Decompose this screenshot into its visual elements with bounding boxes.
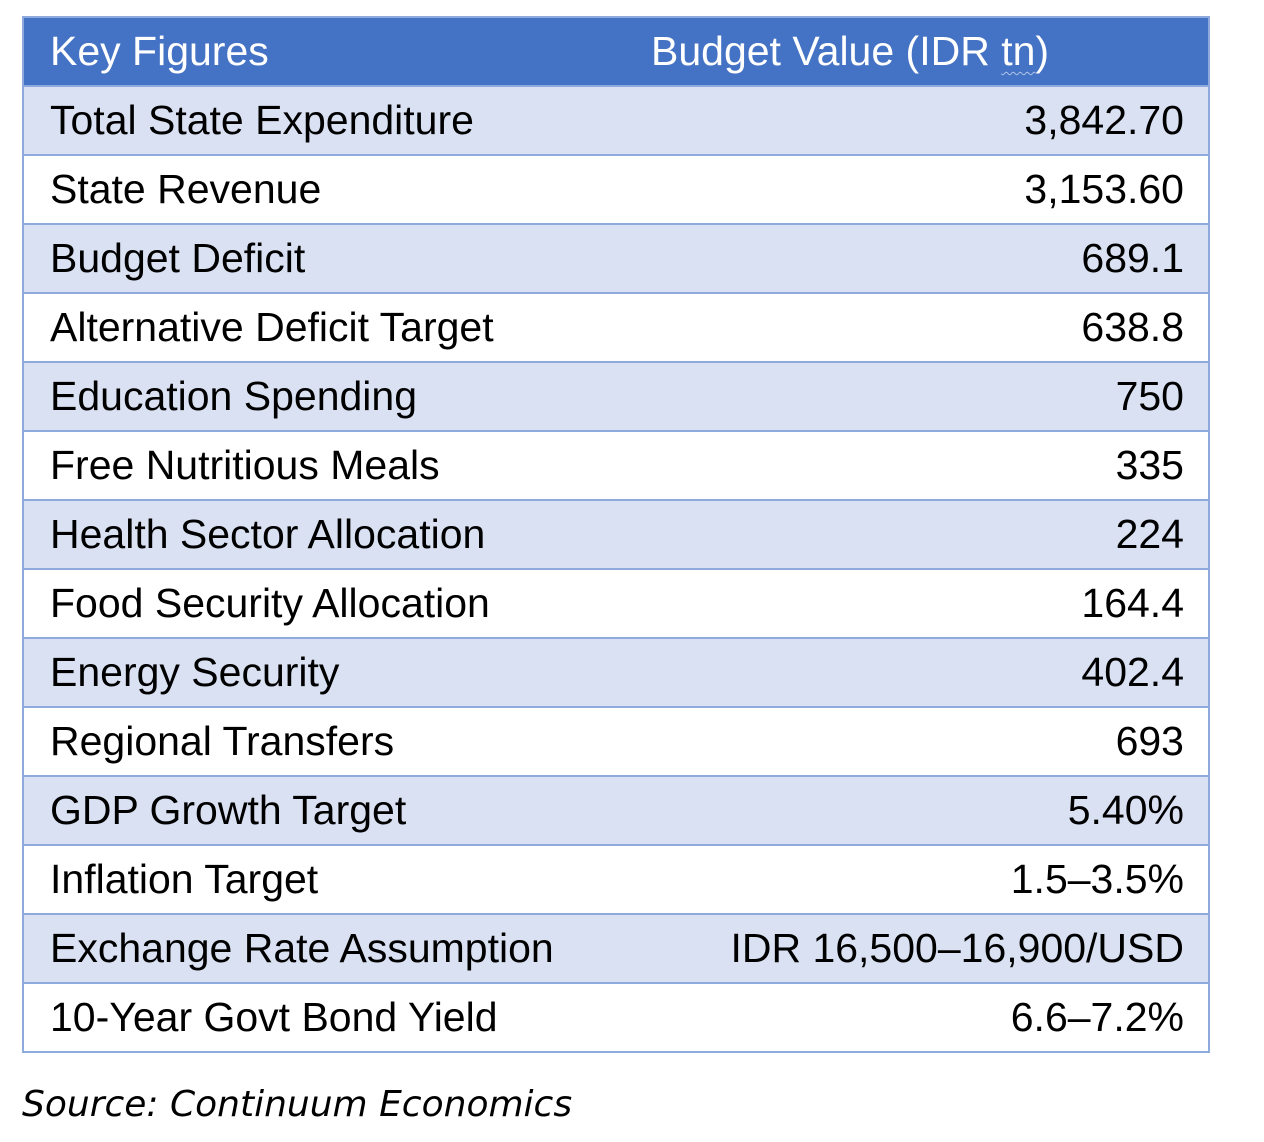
header-value-unit: tn xyxy=(1001,28,1036,74)
budget-table: Key Figures Budget Value (IDR tn) Total … xyxy=(22,16,1210,1053)
row-label: Exchange Rate Assumption xyxy=(23,913,633,983)
row-value: IDR 16,500–16,900/USD xyxy=(633,913,1209,983)
table-row: GDP Growth Target 5.40% xyxy=(23,775,1209,845)
table-row: Regional Transfers 693 xyxy=(23,706,1209,776)
row-value: 638.8 xyxy=(633,292,1209,362)
table-row: Total State Expenditure 3,842.70 xyxy=(23,85,1209,155)
row-value: 335 xyxy=(633,430,1209,500)
row-value: 164.4 xyxy=(633,568,1209,638)
budget-table-container: Key Figures Budget Value (IDR tn) Total … xyxy=(22,16,1210,1053)
row-label: Regional Transfers xyxy=(23,706,633,776)
header-key-figures: Key Figures xyxy=(23,17,633,86)
row-label: Energy Security xyxy=(23,637,633,707)
row-label: Food Security Allocation xyxy=(23,568,633,638)
source-caption: Source: Continuum Economics xyxy=(22,1084,573,1125)
header-budget-value: Budget Value (IDR tn) xyxy=(633,17,1209,86)
row-value: 6.6–7.2% xyxy=(633,982,1209,1052)
row-label: Health Sector Allocation xyxy=(23,499,633,569)
table-row: State Revenue 3,153.60 xyxy=(23,154,1209,224)
table-row: Free Nutritious Meals 335 xyxy=(23,430,1209,500)
row-label: Education Spending xyxy=(23,361,633,431)
table-row: Energy Security 402.4 xyxy=(23,637,1209,707)
row-label: 10-Year Govt Bond Yield xyxy=(23,982,633,1052)
table-header: Key Figures Budget Value (IDR tn) xyxy=(23,17,1209,86)
row-value: 1.5–3.5% xyxy=(633,844,1209,914)
table-row: Health Sector Allocation 224 xyxy=(23,499,1209,569)
row-value: 5.40% xyxy=(633,775,1209,845)
header-value-prefix: Budget Value (IDR xyxy=(651,28,1002,74)
row-value: 3,153.60 xyxy=(633,154,1209,224)
row-label: State Revenue xyxy=(23,154,633,224)
header-row: Key Figures Budget Value (IDR tn) xyxy=(23,17,1209,86)
row-value: 750 xyxy=(633,361,1209,431)
table-row: Education Spending 750 xyxy=(23,361,1209,431)
table-row: Exchange Rate Assumption IDR 16,500–16,9… xyxy=(23,913,1209,983)
row-value: 689.1 xyxy=(633,223,1209,293)
row-label: GDP Growth Target xyxy=(23,775,633,845)
header-value-suffix: ) xyxy=(1035,28,1050,74)
table-row: 10-Year Govt Bond Yield 6.6–7.2% xyxy=(23,982,1209,1052)
row-value: 693 xyxy=(633,706,1209,776)
row-label: Budget Deficit xyxy=(23,223,633,293)
row-label: Alternative Deficit Target xyxy=(23,292,633,362)
row-label: Free Nutritious Meals xyxy=(23,430,633,500)
row-value: 402.4 xyxy=(633,637,1209,707)
table-row: Budget Deficit 689.1 xyxy=(23,223,1209,293)
table-row: Food Security Allocation 164.4 xyxy=(23,568,1209,638)
row-label: Inflation Target xyxy=(23,844,633,914)
table-row: Alternative Deficit Target 638.8 xyxy=(23,292,1209,362)
row-value: 3,842.70 xyxy=(633,85,1209,155)
row-label: Total State Expenditure xyxy=(23,85,633,155)
table-row: Inflation Target 1.5–3.5% xyxy=(23,844,1209,914)
table-body: Total State Expenditure 3,842.70 State R… xyxy=(23,85,1209,1052)
row-value: 224 xyxy=(633,499,1209,569)
